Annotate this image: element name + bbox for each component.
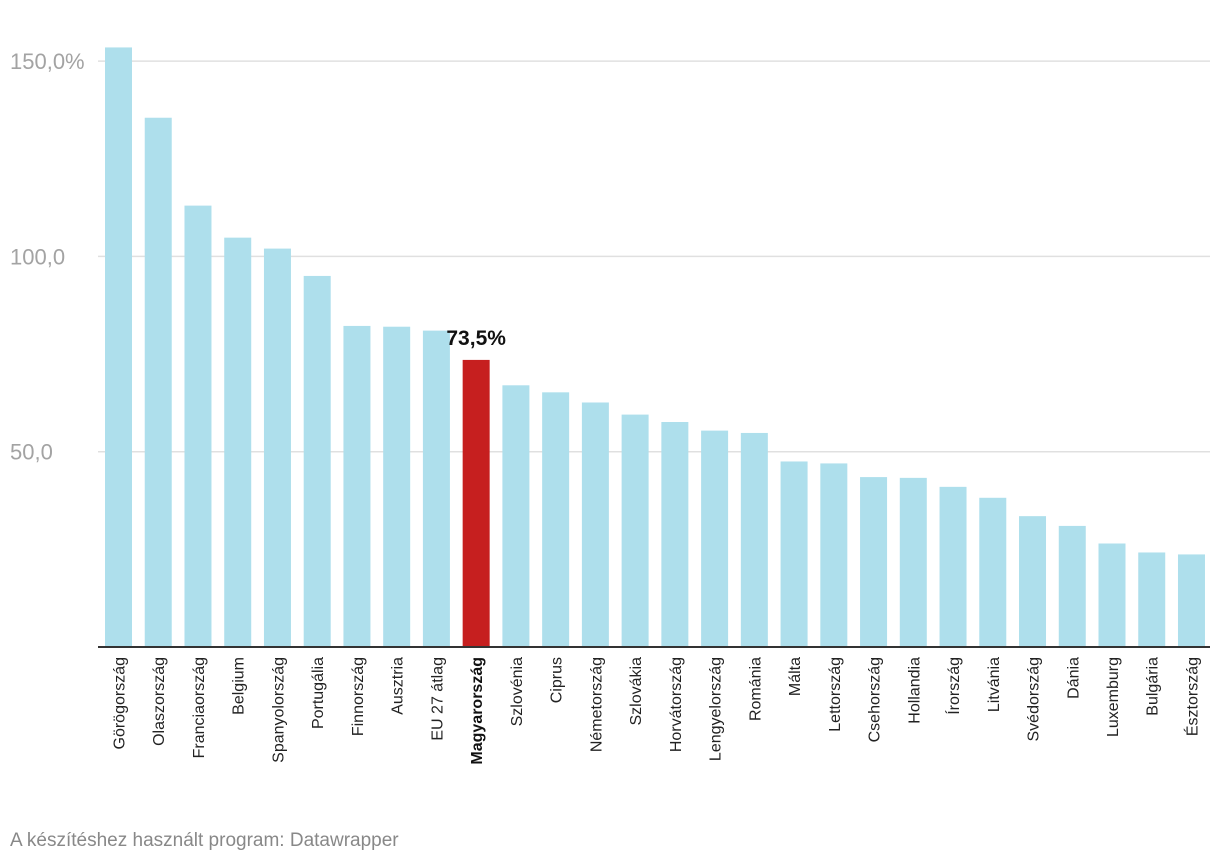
- x-tick-label: Szlovákia: [628, 657, 645, 726]
- x-tick-label: Németország: [588, 657, 605, 752]
- bar-11: [542, 392, 570, 647]
- bar-5: [303, 275, 331, 647]
- x-tick-label: Belgium: [231, 657, 248, 715]
- bar-19: [860, 477, 888, 647]
- bar-10: [502, 385, 530, 647]
- bar-17: [780, 461, 808, 647]
- x-tick-label: Lengyelország: [708, 657, 725, 761]
- bar-22: [979, 497, 1007, 647]
- bar-16: [740, 432, 768, 647]
- bar-2: [184, 205, 212, 647]
- x-tick-label: Írország: [944, 657, 963, 715]
- x-tick-label: Románia: [747, 657, 764, 721]
- x-tick-label: Horvátország: [668, 657, 685, 752]
- bar-27: [1177, 554, 1205, 647]
- bar-9: [462, 359, 490, 647]
- bar-24: [1058, 525, 1086, 647]
- credit-text: A készítéshez használt program: Datawrap…: [10, 830, 399, 851]
- x-tick-label: Görögország: [112, 657, 129, 750]
- highlight-data-label: 73,5%: [446, 327, 506, 350]
- bars: 73,5%: [105, 47, 1205, 648]
- bar-20: [899, 477, 927, 647]
- bar-13: [621, 414, 649, 647]
- x-tick-label: Ausztria: [390, 657, 407, 715]
- bar-21: [939, 486, 967, 647]
- x-tick-label: Spanyolország: [270, 657, 287, 763]
- x-tick-label: Dánia: [1065, 657, 1082, 699]
- bar-3: [224, 237, 252, 648]
- x-tick-label: Svédország: [1026, 657, 1043, 742]
- bar-1: [144, 117, 172, 647]
- y-tick-label: 150,0%: [10, 49, 85, 74]
- bar-15: [701, 430, 729, 647]
- x-tick-label: Portugália: [310, 657, 327, 729]
- bar-26: [1138, 552, 1166, 647]
- bar-0: [105, 47, 132, 647]
- x-tick-label: Málta: [787, 657, 804, 696]
- x-tick-label: Szlovénia: [509, 657, 526, 726]
- y-tick-label: 50,0: [10, 440, 53, 465]
- bar-18: [820, 463, 848, 647]
- x-tick-label: Hollandia: [906, 657, 923, 724]
- bar-23: [1019, 516, 1047, 647]
- x-tick-label: Lettország: [827, 657, 844, 732]
- bar-12: [581, 402, 609, 647]
- x-axis-labels: Görögország Olaszország Franciaország Belgi…: [112, 657, 1202, 765]
- bar-14: [661, 422, 689, 647]
- bar-chart: 50,0 100,0 150,0% 73,5% Görögország Olaszor…: [10, 47, 1210, 765]
- x-tick-label: Bulgária: [1145, 657, 1162, 716]
- x-tick-label: Franciaország: [191, 657, 208, 758]
- y-tick-label: 100,0: [10, 244, 65, 269]
- x-tick-label: Luxemburg: [1105, 657, 1122, 737]
- x-tick-label: Csehország: [867, 657, 884, 742]
- bar-4: [263, 248, 291, 647]
- x-tick-label: Észtország: [1182, 657, 1201, 736]
- x-tick-label: Ciprus: [549, 657, 566, 703]
- x-tick-label: Olaszország: [151, 657, 168, 746]
- x-tick-label: Litvánia: [986, 657, 1003, 712]
- bar-8: [422, 330, 450, 647]
- x-tick-label: Finnország: [350, 657, 367, 736]
- x-tick-label: EU 27 átlag: [429, 657, 446, 741]
- bar-6: [343, 325, 371, 647]
- bar-7: [383, 326, 411, 647]
- x-tick-label: Magyarország: [469, 657, 486, 765]
- bar-25: [1098, 543, 1126, 647]
